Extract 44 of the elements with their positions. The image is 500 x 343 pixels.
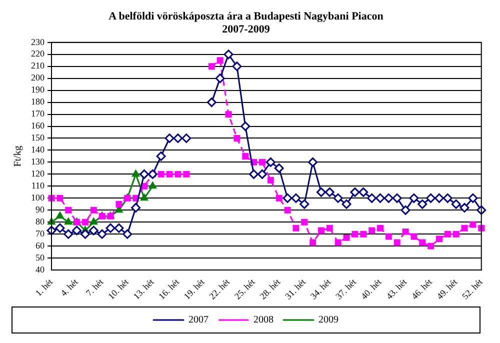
x-tick-label: 28. hét	[258, 276, 283, 302]
x-tick-label: 49. hét	[434, 276, 460, 302]
legend-label: 2007	[188, 314, 208, 326]
y-tick-label: 80	[36, 216, 45, 226]
y-tick-label: 100	[31, 192, 45, 203]
x-tick-label: 43. hét	[384, 276, 409, 302]
y-tick-label: 150	[31, 132, 45, 143]
y-tick-label: 70	[36, 228, 45, 238]
y-tick-label: 110	[31, 180, 45, 191]
y-tick-label: 130	[31, 156, 45, 167]
y-tick-label: 60	[36, 240, 45, 250]
y-tick-label: 220	[31, 48, 45, 59]
x-tick-label: 31. hét	[283, 276, 308, 302]
y-tick-label: 50	[36, 252, 45, 262]
y-tick-label: 160	[31, 120, 45, 131]
x-tick-label: 22. hét	[207, 276, 232, 302]
x-tick-label: 46. hét	[409, 276, 434, 302]
y-tick-label: 190	[31, 84, 45, 95]
legend-label: 2008	[254, 314, 274, 326]
x-tick-label: 37. hét	[334, 276, 358, 302]
y-tick-label: 180	[31, 96, 45, 107]
x-tick-label: 13. hét	[131, 276, 156, 302]
chart-subtitle: 2007-2009	[222, 24, 270, 36]
x-tick-label: 25. hét	[232, 276, 258, 302]
x-tick-label: 19. hét	[182, 276, 207, 302]
y-tick-label: 140	[31, 144, 45, 155]
x-tick-label: 16. hét	[156, 276, 182, 302]
y-tick-label: 170	[31, 108, 45, 119]
legend-label: 2009	[318, 314, 338, 326]
y-tick-label: 210	[31, 60, 45, 71]
x-tick-label: 7. hét	[84, 276, 106, 298]
chart-title: A belföldi vöröskáposzta ára a Budapesti Nagybani Piacon	[108, 10, 384, 22]
x-tick-label: 1. hét	[33, 276, 55, 298]
y-tick-label: 120	[31, 168, 45, 179]
x-tick-label: 34. hét	[308, 276, 334, 302]
y-tick-label: 230	[31, 36, 45, 47]
y-tick-label: 200	[31, 72, 45, 83]
y-tick-label: 90	[36, 204, 45, 214]
x-tick-label: 10. hét	[106, 276, 131, 302]
x-tick-label: 40. hét	[358, 276, 384, 302]
x-tick-label: 4. hét	[58, 276, 80, 298]
y-axis-title: Ft/kg	[12, 146, 24, 167]
x-tick-label: 52. hét	[460, 276, 485, 302]
y-tick-label: 40	[36, 264, 45, 274]
